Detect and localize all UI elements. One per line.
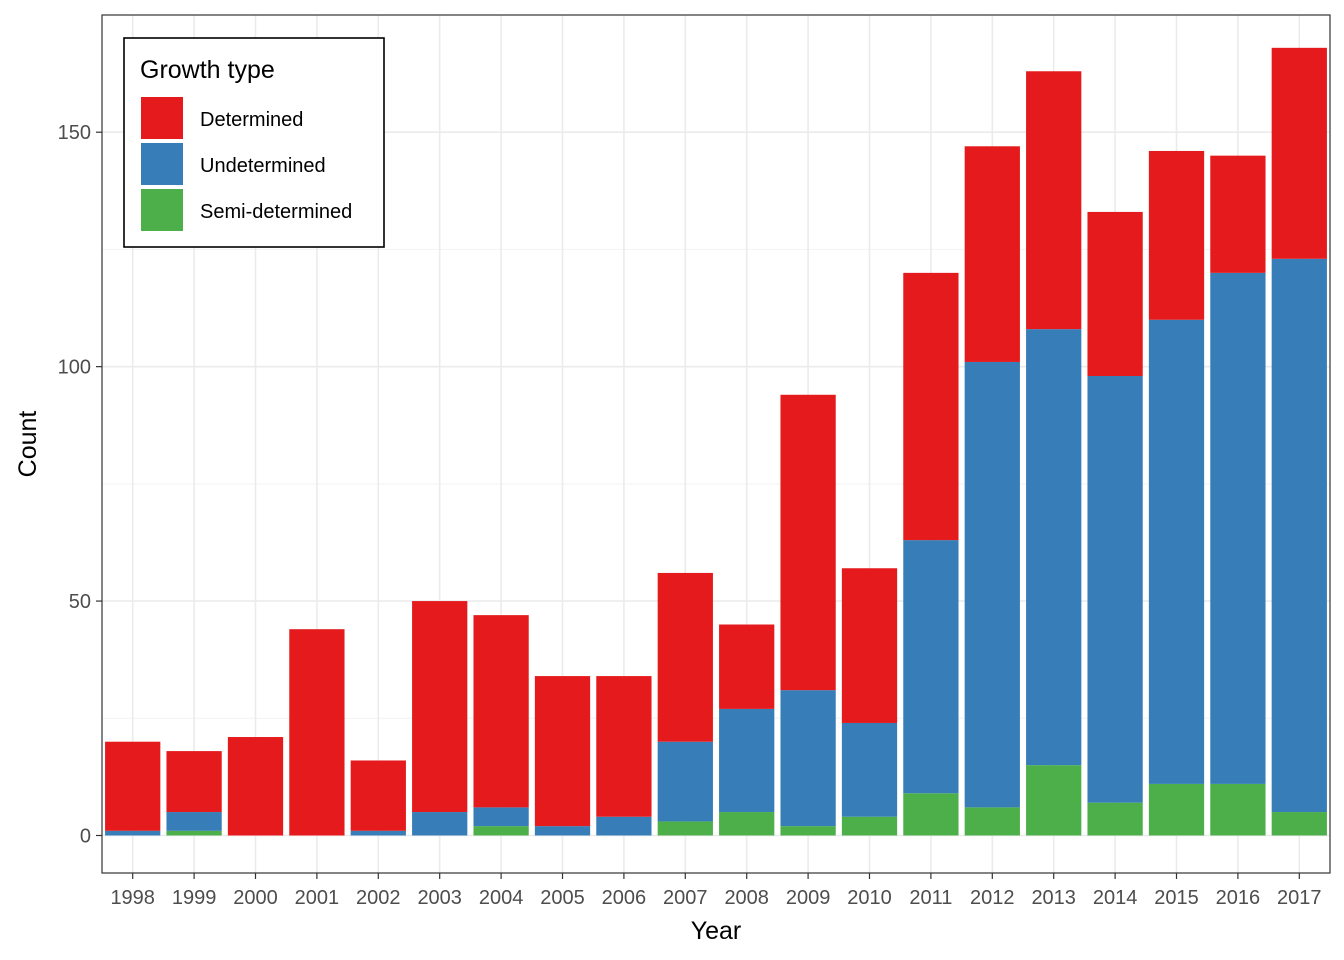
bar-determined-2014 xyxy=(1087,211,1143,377)
legend-key-semi-determined xyxy=(141,189,183,231)
bar-undetermined-2006 xyxy=(596,816,652,836)
bar-semi-determined-2011 xyxy=(903,793,959,836)
bar-semi-determined-2015 xyxy=(1148,783,1205,836)
bar-undetermined-2009 xyxy=(780,690,836,827)
bar-semi-determined-2009 xyxy=(780,826,836,836)
bar-determined-1999 xyxy=(166,751,222,813)
bars xyxy=(105,47,1327,836)
bar-undetermined-2011 xyxy=(903,540,959,794)
x-tick-label: 2000 xyxy=(233,887,278,909)
bar-undetermined-2005 xyxy=(534,826,591,836)
bar-determined-2011 xyxy=(903,272,959,541)
bar-undetermined-1999 xyxy=(166,812,222,831)
axes: 0 50 100 150 1998 1999 2000 2001 2002 2003 2004 200… xyxy=(58,122,1322,909)
x-tick-label: 2013 xyxy=(1031,887,1076,909)
legend-label-determined: Determined xyxy=(200,109,303,131)
bar-determined-2017 xyxy=(1271,47,1327,259)
legend-label-undetermined: Undetermined xyxy=(200,155,326,177)
bar-undetermined-2014 xyxy=(1087,376,1143,803)
x-tick-label: 2010 xyxy=(847,887,892,909)
bar-determined-2007 xyxy=(657,572,713,742)
y-tick-label: 0 xyxy=(80,825,91,847)
bar-undetermined-2010 xyxy=(841,722,898,817)
bar-semi-determined-2013 xyxy=(1026,765,1082,836)
bar-determined-2006 xyxy=(596,676,652,817)
x-tick-label: 2006 xyxy=(602,887,647,909)
bar-undetermined-2008 xyxy=(719,708,775,813)
bar-semi-determined-2008 xyxy=(719,812,775,836)
bar-determined-2002 xyxy=(350,760,406,831)
x-tick-label: 2015 xyxy=(1154,887,1199,909)
x-tick-label: 2004 xyxy=(479,887,524,909)
legend-key-undetermined xyxy=(141,143,183,185)
bar-determined-2008 xyxy=(719,624,775,709)
x-tick-label: 2007 xyxy=(663,887,708,909)
bar-undetermined-2002 xyxy=(350,830,406,836)
bar-determined-2015 xyxy=(1148,150,1205,320)
bar-semi-determined-1999 xyxy=(166,830,222,836)
x-tick-label: 2016 xyxy=(1216,887,1261,909)
bar-undetermined-2017 xyxy=(1271,258,1327,813)
bar-semi-determined-2007 xyxy=(657,821,713,836)
bar-undetermined-2015 xyxy=(1148,319,1205,784)
bar-determined-2003 xyxy=(412,601,468,813)
x-axis-title: Year xyxy=(691,917,742,945)
legend: Growth type Determined Undetermined Semi-d… xyxy=(123,37,385,248)
x-tick-label: 2011 xyxy=(909,887,952,909)
bar-determined-2010 xyxy=(841,568,898,723)
bar-determined-2012 xyxy=(964,146,1020,362)
bar-determined-2001 xyxy=(289,629,345,836)
bar-determined-2000 xyxy=(227,737,284,836)
x-tick-label: 2009 xyxy=(786,887,831,909)
bar-semi-determined-2014 xyxy=(1087,802,1143,836)
bar-undetermined-2012 xyxy=(964,361,1020,808)
x-tick-label: 2017 xyxy=(1277,887,1322,909)
y-axis-title: Count xyxy=(14,411,42,478)
bar-semi-determined-2017 xyxy=(1271,812,1327,836)
bar-undetermined-2007 xyxy=(657,741,713,822)
x-tick-label: 2014 xyxy=(1093,887,1138,909)
bar-determined-2016 xyxy=(1210,155,1266,273)
legend-label-semi-determined: Semi-determined xyxy=(200,201,352,223)
y-tick-label: 100 xyxy=(58,357,91,379)
legend-key-determined xyxy=(141,97,183,139)
legend-title: Growth type xyxy=(140,56,275,84)
bar-undetermined-2004 xyxy=(473,807,529,827)
bar-semi-determined-2016 xyxy=(1210,783,1266,836)
x-tick-label: 2002 xyxy=(356,887,401,909)
bar-undetermined-2003 xyxy=(412,812,468,836)
bar-undetermined-2016 xyxy=(1210,272,1266,784)
bar-semi-determined-2012 xyxy=(964,807,1020,836)
x-tick-label: 2008 xyxy=(724,887,769,909)
x-tick-label: 2001 xyxy=(295,887,340,909)
x-tick-label: 1999 xyxy=(172,887,217,909)
x-tick-label: 2005 xyxy=(540,887,585,909)
bar-determined-2004 xyxy=(473,615,529,808)
bar-undetermined-1998 xyxy=(105,830,161,836)
plot-panel-border xyxy=(101,14,1331,874)
y-tick-label: 50 xyxy=(69,591,91,613)
bar-determined-2013 xyxy=(1026,71,1082,330)
bar-determined-1998 xyxy=(105,741,161,831)
y-tick-label: 150 xyxy=(58,122,91,144)
x-tick-label: 2003 xyxy=(417,887,462,909)
bar-semi-determined-2010 xyxy=(841,816,898,836)
bar-undetermined-2013 xyxy=(1026,329,1082,766)
bar-semi-determined-2004 xyxy=(473,826,529,836)
bar-determined-2005 xyxy=(534,676,591,827)
x-tick-label: 2012 xyxy=(970,887,1015,909)
x-tick-label: 1998 xyxy=(110,887,155,909)
bar-determined-2009 xyxy=(780,394,836,691)
